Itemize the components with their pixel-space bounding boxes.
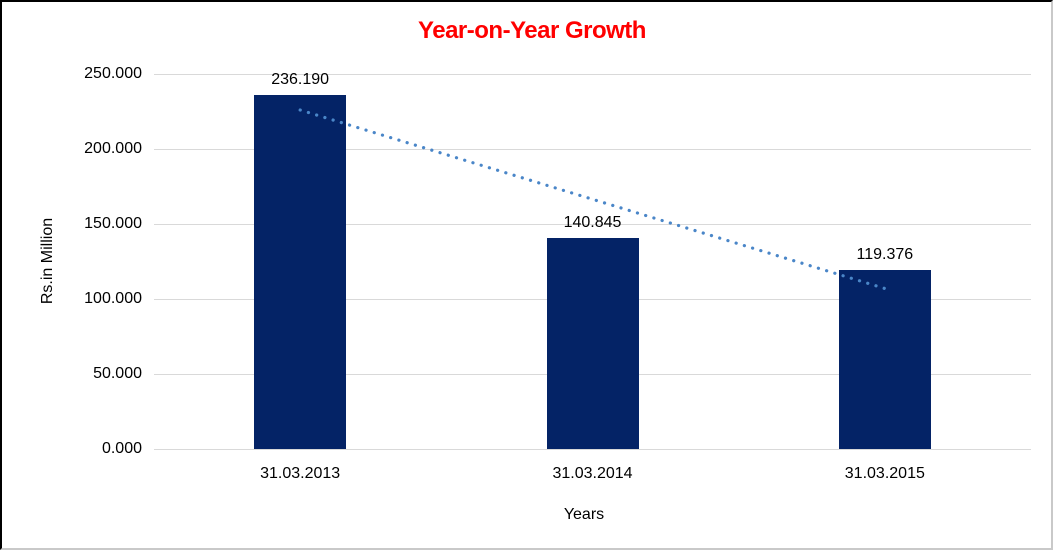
x-tick-label: 31.03.2014 (552, 465, 633, 482)
x-axis-tick-labels: 31.03.2013 31.03.2014 31.03.2015 (154, 465, 1031, 487)
chart-title: Year-on-Year Growth (418, 17, 646, 44)
x-tick-label: 31.03.2013 (260, 465, 341, 482)
x-axis-title: Years (563, 506, 605, 523)
gridline (154, 224, 1031, 225)
y-tick-label: 50.000 (93, 365, 142, 382)
bar (546, 237, 639, 449)
y-tick-label: 250.000 (84, 65, 142, 82)
gridline (154, 74, 1031, 75)
y-tick-label: 0.000 (101, 440, 142, 457)
plot-area: 236.190 140.845 119.376 (154, 70, 1031, 450)
gridline (154, 449, 1031, 450)
y-tick-label: 100.000 (84, 290, 142, 307)
bar-value-label: 140.845 (563, 213, 622, 231)
gridline (154, 149, 1031, 150)
x-tick-label: 31.03.2015 (844, 465, 925, 482)
trendline (298, 108, 887, 291)
bar-value-label: 236.190 (271, 70, 330, 88)
y-tick-label: 200.000 (84, 140, 142, 157)
y-axis-tick-labels: 250.000 200.000 150.000 100.000 50.000 0.000 (2, 65, 142, 457)
y-tick-label: 150.000 (84, 215, 142, 232)
bar-value-label: 119.376 (856, 245, 914, 263)
bar (838, 269, 931, 449)
bar (254, 94, 347, 449)
